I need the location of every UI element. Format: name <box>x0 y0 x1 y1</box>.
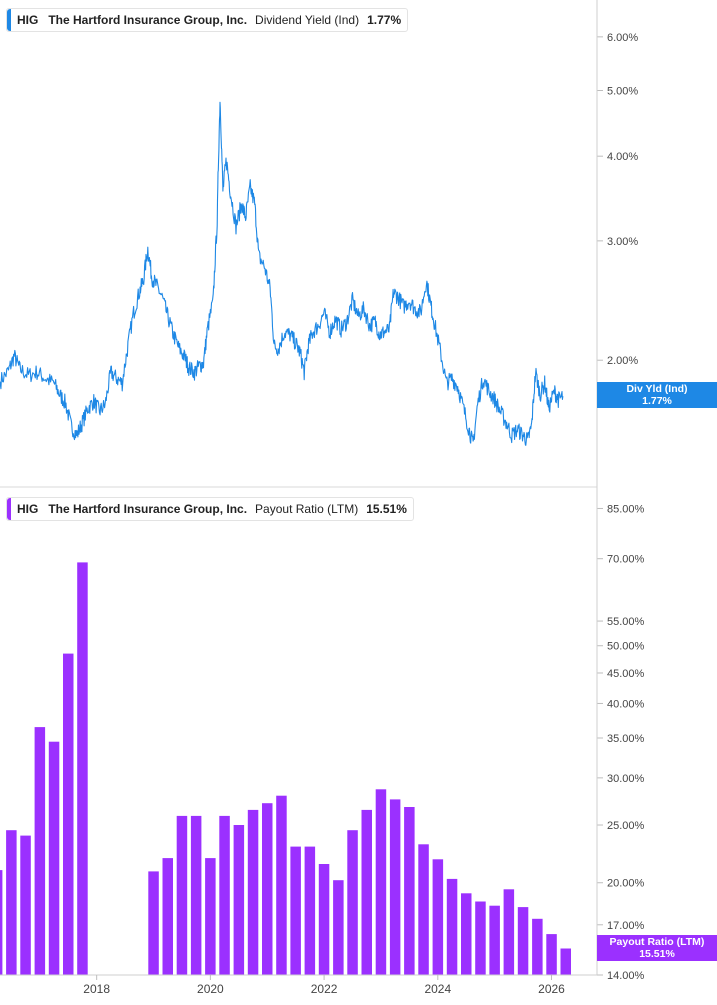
x-tick-label: 2022 <box>311 982 338 996</box>
legend-metric: Dividend Yield (Ind) <box>255 13 360 27</box>
payout-ratio-bar[interactable] <box>219 815 230 975</box>
y-tick-label: 2.00% <box>607 355 638 367</box>
y-tick-label: 70.00% <box>607 554 645 566</box>
payout-ratio-bar[interactable] <box>347 830 358 975</box>
payout-ratio-panel: 85.00% 70.00% 55.00% 50.00% 45.00% 40.00% 35.0… <box>0 503 645 982</box>
series-color-swatch <box>7 498 11 520</box>
payout-ratio-bar[interactable] <box>404 807 415 975</box>
y-tick-label: 25.00% <box>607 820 645 832</box>
y-tick-label: 35.00% <box>607 733 645 745</box>
y-tick-label: 14.00% <box>607 970 645 982</box>
tag-label: Payout Ratio (LTM) <box>609 935 705 948</box>
payout-ratio-bar[interactable] <box>0 870 3 975</box>
payout-ratio-bar[interactable] <box>475 901 486 976</box>
legend-value: 1.77% <box>367 13 402 27</box>
y-tick-label: 4.00% <box>607 151 638 163</box>
y-tick-label: 17.00% <box>607 920 645 932</box>
y-tick-label: 6.00% <box>607 32 638 44</box>
legend-value: 15.51% <box>366 502 407 516</box>
payout-ratio-bar[interactable] <box>6 830 17 975</box>
payout-ratio-bar[interactable] <box>190 815 202 975</box>
payout-ratio-bar[interactable] <box>418 844 429 975</box>
payout-ratio-bar[interactable] <box>63 653 74 975</box>
y-tick-label: 3.00% <box>607 236 638 248</box>
payout-ratio-bar[interactable] <box>304 846 316 975</box>
y-tick-label: 45.00% <box>607 668 645 680</box>
payout-ratio-bar[interactable] <box>517 907 529 975</box>
tag-value: 1.77% <box>642 395 672 408</box>
payout-ratio-bar[interactable] <box>532 918 543 975</box>
payout-ratio-bar[interactable] <box>20 835 31 975</box>
dividend-yield-legend[interactable]: HIG The Hartford Insurance Group, Inc. D… <box>6 8 409 32</box>
x-tick-label: 2026 <box>538 982 565 996</box>
payout-ratio-bar[interactable] <box>162 858 174 975</box>
payout-ratio-bar[interactable] <box>276 795 287 975</box>
payout-ratio-bar[interactable] <box>546 934 557 975</box>
payout-ratio-bar[interactable] <box>148 871 159 975</box>
payout-ratio-bar[interactable] <box>34 727 46 975</box>
payout-ratio-bar[interactable] <box>77 562 88 975</box>
payout-ratio-legend[interactable]: HIG The Hartford Insurance Group, Inc. P… <box>6 497 414 521</box>
payout-ratio-bar[interactable] <box>432 859 444 975</box>
payout-ratio-bar[interactable] <box>290 846 301 975</box>
series-color-swatch <box>7 9 11 31</box>
payout-ratio-bar[interactable] <box>333 880 344 975</box>
y-tick-label: 20.00% <box>607 878 645 890</box>
payout-ratio-bar[interactable] <box>389 799 401 975</box>
y-tick-label: 55.00% <box>607 616 645 628</box>
payout-ratio-bar[interactable] <box>446 878 458 975</box>
legend-metric: Payout Ratio (LTM) <box>255 502 359 516</box>
dividend-yield-panel: 6.00% 5.00% 4.00% 3.00% 2.00% <box>0 32 638 446</box>
payout-ratio-bar[interactable] <box>361 809 373 975</box>
legend-company: The Hartford Insurance Group, Inc. <box>48 13 248 27</box>
payout-ratio-bar[interactable] <box>205 858 216 975</box>
payout-ratio-bar[interactable] <box>48 741 60 975</box>
payout-ratio-bar[interactable] <box>489 905 500 975</box>
payout-ratio-bar[interactable] <box>461 893 472 975</box>
y-tick-label: 5.00% <box>607 86 638 98</box>
legend-ticker: HIG <box>17 502 39 516</box>
payout-ratio-value-tag: Payout Ratio (LTM) 15.51% <box>597 934 717 961</box>
dividend-yield-line <box>0 101 564 446</box>
tag-label: Div Yld (Ind) <box>626 383 688 396</box>
payout-ratio-bar[interactable] <box>318 864 330 975</box>
y-tick-label: 30.00% <box>607 773 645 785</box>
dividend-yield-value-tag: Div Yld (Ind) 1.77% <box>597 382 717 409</box>
y-tick-label: 50.00% <box>607 641 645 653</box>
x-tick-label: 2020 <box>197 982 224 996</box>
payout-ratio-bar[interactable] <box>503 889 515 975</box>
tag-value: 15.51% <box>639 947 675 960</box>
y-tick-label: 85.00% <box>607 503 645 515</box>
payout-ratio-bar[interactable] <box>375 789 387 975</box>
x-axis: 2018 2020 2022 2024 2026 <box>83 975 565 996</box>
payout-ratio-bar[interactable] <box>560 948 572 976</box>
legend-company: The Hartford Insurance Group, Inc. <box>48 502 248 516</box>
y-tick-label: 40.00% <box>607 698 645 710</box>
payout-ratio-bar[interactable] <box>262 803 273 975</box>
payout-ratio-bar[interactable] <box>247 809 259 975</box>
payout-ratio-bar[interactable] <box>176 815 188 975</box>
x-tick-label: 2018 <box>83 982 110 996</box>
payout-ratio-bar[interactable] <box>233 825 245 975</box>
x-tick-label: 2024 <box>424 982 451 996</box>
legend-ticker: HIG <box>17 13 39 27</box>
